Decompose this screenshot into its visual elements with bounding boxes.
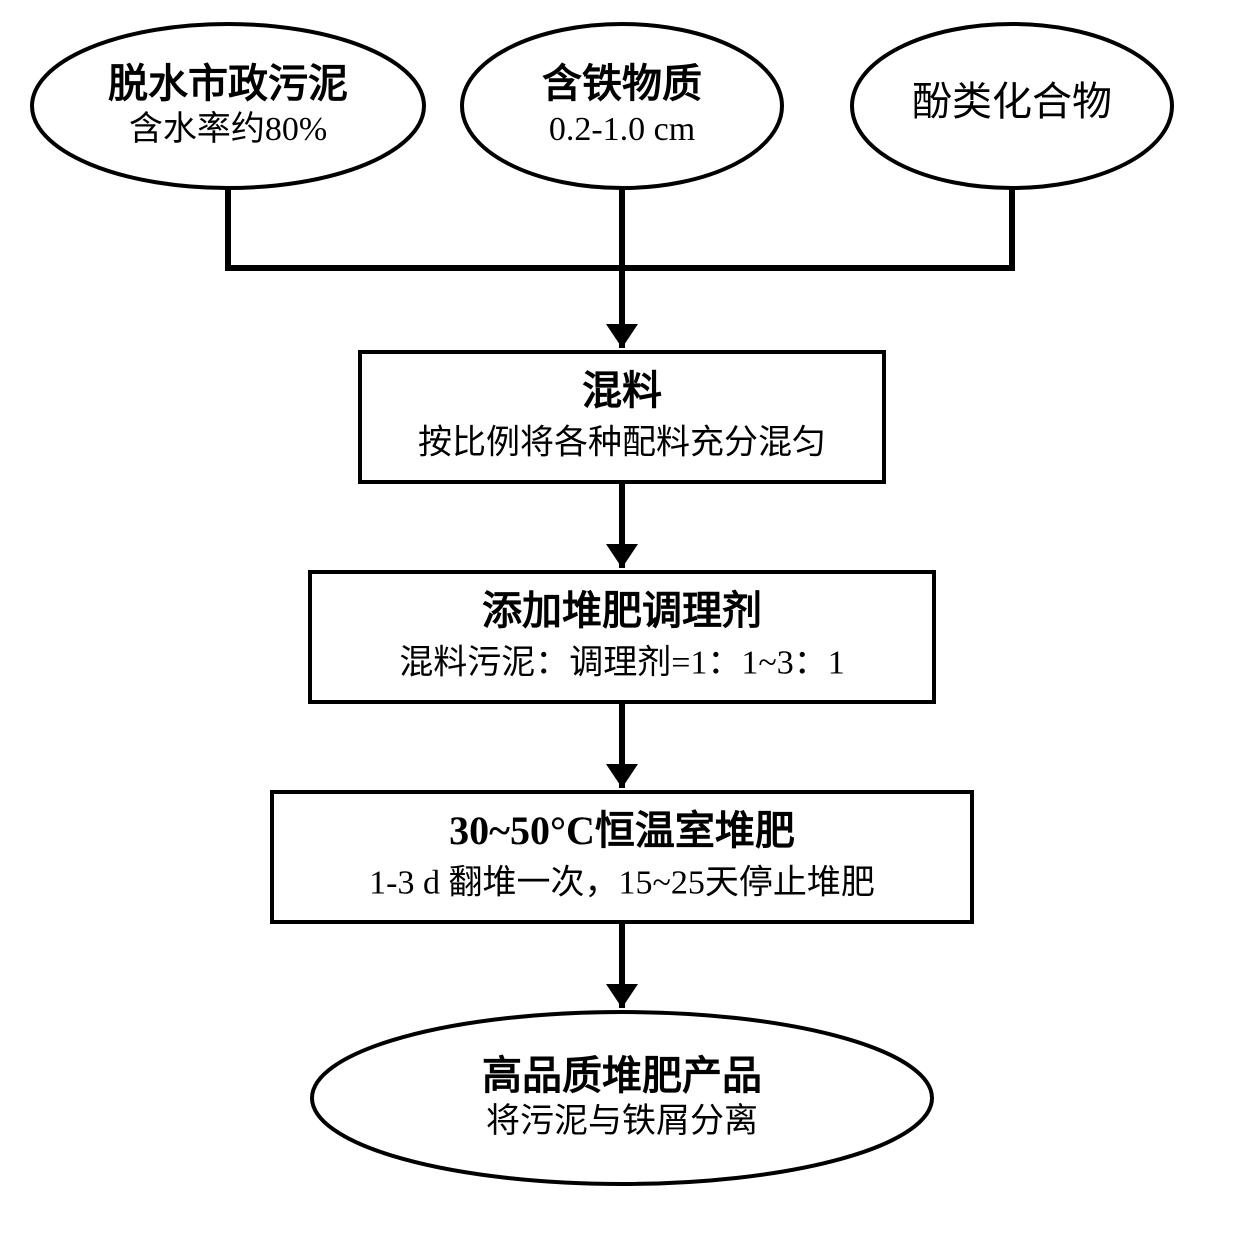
step-conditioner-title: 添加堆肥调理剂	[482, 588, 762, 633]
step-compost: 30~50°C恒温室堆肥 1-3 d 翻堆一次，15~25天停止堆肥	[272, 792, 972, 922]
output-product: 高品质堆肥产品将污泥与铁屑分离	[312, 1012, 932, 1184]
output-product-subtitle: 将污泥与铁屑分离	[486, 1102, 758, 1140]
input-iron-subtitle: 0.2-1.0 cm	[549, 111, 695, 148]
step-mix: 混料按比例将各种配料充分混匀	[360, 352, 884, 482]
step-mix-title: 混料	[582, 368, 662, 413]
input-iron-title: 含铁物质	[542, 61, 702, 106]
input-sludge-subtitle: 含水率约80%	[129, 110, 327, 148]
step-conditioner-subtitle: 混料污泥：调理剂=1：1~3：1	[399, 643, 845, 681]
input-sludge-title: 脱水市政污泥	[108, 61, 348, 106]
step-mix-subtitle: 按比例将各种配料充分混匀	[418, 423, 826, 461]
step-conditioner: 添加堆肥调理剂混料污泥：调理剂=1：1~3：1	[310, 572, 934, 702]
input-phenol-title: 酚类化合物	[912, 79, 1112, 124]
step-compost-title: 30~50°C恒温室堆肥	[449, 808, 795, 853]
output-product-title: 高品质堆肥产品	[482, 1053, 762, 1098]
step-compost-subtitle: 1-3 d 翻堆一次，15~25天停止堆肥	[369, 863, 875, 901]
